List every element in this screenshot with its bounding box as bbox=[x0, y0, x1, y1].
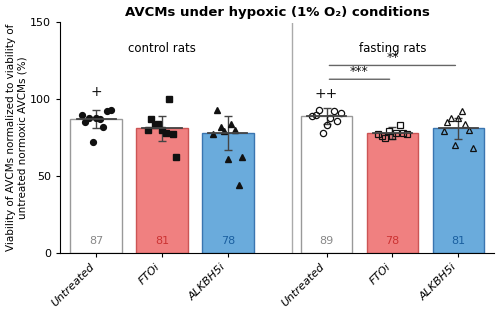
Bar bbox=[366, 133, 418, 252]
Bar bbox=[432, 128, 484, 252]
Text: ++: ++ bbox=[315, 87, 338, 101]
Text: 78: 78 bbox=[220, 236, 235, 246]
Text: 81: 81 bbox=[155, 236, 169, 246]
Text: fasting rats: fasting rats bbox=[358, 42, 426, 55]
Bar bbox=[202, 133, 254, 252]
Text: 81: 81 bbox=[451, 236, 466, 246]
Text: control rats: control rats bbox=[128, 42, 196, 55]
Bar bbox=[70, 119, 122, 252]
Text: 78: 78 bbox=[386, 236, 400, 246]
Text: ***: *** bbox=[350, 65, 369, 78]
Text: 87: 87 bbox=[89, 236, 104, 246]
Bar bbox=[136, 128, 188, 252]
Text: 89: 89 bbox=[320, 236, 334, 246]
Text: +: + bbox=[90, 85, 102, 99]
Title: AVCMs under hypoxic (1% O₂) conditions: AVCMs under hypoxic (1% O₂) conditions bbox=[125, 6, 430, 19]
Text: **: ** bbox=[386, 51, 398, 64]
Y-axis label: Viability of AVCMs normalized to viability of
untreated normoxic AVCMs (%): Viability of AVCMs normalized to viabili… bbox=[6, 24, 27, 251]
Bar bbox=[301, 116, 352, 252]
